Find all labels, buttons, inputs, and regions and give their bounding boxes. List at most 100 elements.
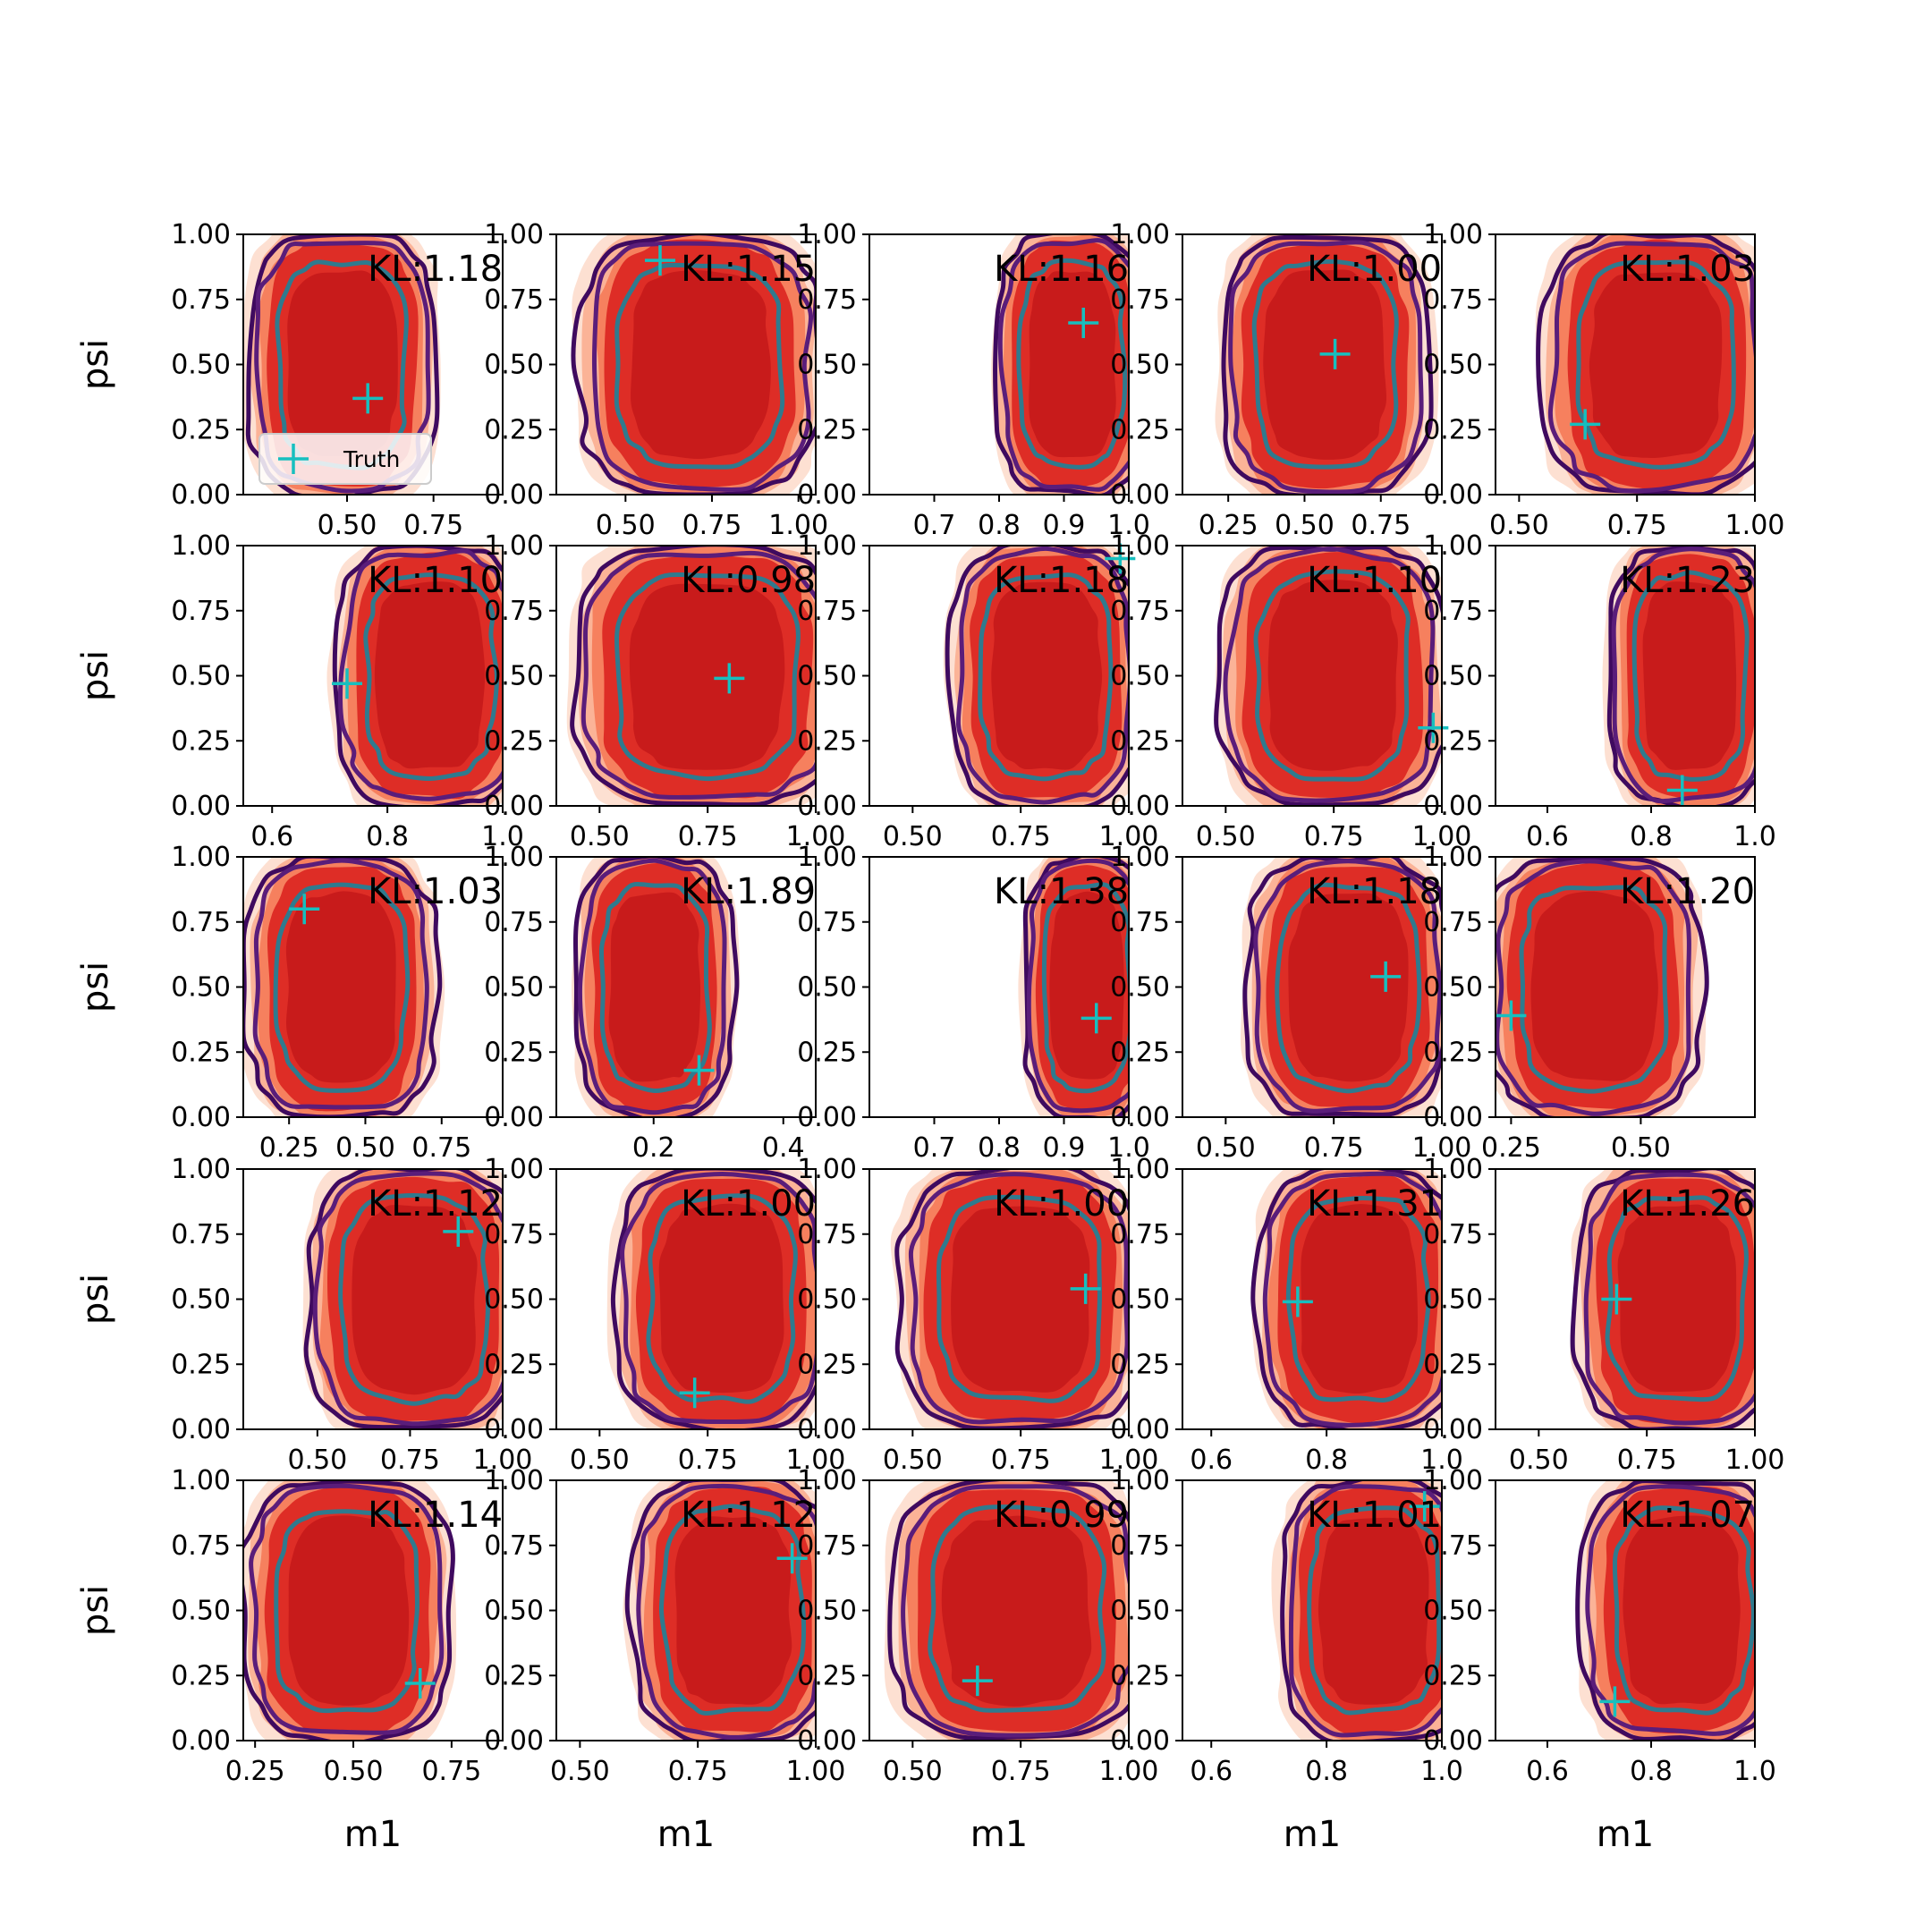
y-tick-label: 0.50 <box>1423 972 1483 1004</box>
x-tick-label: 0.8 <box>1305 1445 1348 1476</box>
contour-line-1 <box>610 1169 816 1429</box>
y-tick-label: 0.25 <box>484 1349 544 1380</box>
y-tick-label: 1.00 <box>484 842 544 873</box>
y-tick-label: 0.75 <box>484 1530 544 1562</box>
subplot-22: 0.00 0.25 0.50 0.75 1.00 0.50 0.75 1.00 KL:1.12 m… <box>484 1465 845 1855</box>
x-tick-label: 0.50 <box>596 510 656 541</box>
y-tick-label: 0.00 <box>484 1725 544 1757</box>
x-tick-label: 1.0 <box>481 821 524 852</box>
kl-annotation: KL:1.00 <box>681 1183 816 1224</box>
contour-area-4 <box>1215 234 1439 495</box>
subplot-24: 0.00 0.25 0.50 0.75 1.00 0.6 0.8 1.0 KL:1.01 m1 <box>1110 1465 1463 1855</box>
subplot-12: 0.00 0.25 0.50 0.75 1.00 0.2 0.4 KL:1.89 <box>484 842 817 1164</box>
x-tick-label: 1.00 <box>786 1445 846 1476</box>
y-tick-label: 1.00 <box>484 1465 544 1496</box>
x-tick-label: 0.75 <box>991 1445 1051 1476</box>
density-fill-level-5 <box>608 892 701 1082</box>
contour-area-25 <box>1575 1480 1755 1741</box>
y-axis-label: psi <box>75 1585 116 1636</box>
density-fill-level-5 <box>374 581 486 769</box>
legend-truth-marker <box>278 444 309 474</box>
contour-line-3 <box>1575 259 1736 470</box>
density-fill-level-5 <box>1530 891 1658 1081</box>
y-tick-label: 0.50 <box>484 972 544 1004</box>
x-tick-label: 0.75 <box>682 510 742 541</box>
kl-annotation: KL:1.07 <box>1620 1495 1755 1536</box>
y-tick-label: 0.50 <box>484 661 544 692</box>
y-tick-label: 1.00 <box>484 530 544 562</box>
y-tick-label: 0.50 <box>171 350 231 381</box>
contour-line-3 <box>658 1504 806 1716</box>
y-tick-label: 1.00 <box>797 1154 857 1185</box>
y-tick-label: 0.25 <box>484 725 544 757</box>
kl-annotation: KL:1.15 <box>681 249 816 290</box>
contour-line-2 <box>252 858 429 1110</box>
y-tick-label: 1.00 <box>1423 1465 1483 1496</box>
subplot-14: 0.00 0.25 0.50 0.75 1.00 0.50 0.75 1.00 KL:1.18 <box>1110 842 1471 1164</box>
contour-line-2 <box>1228 240 1424 495</box>
density-fill-level-5 <box>629 583 785 770</box>
y-tick-label: 0.25 <box>1110 1660 1170 1691</box>
kl-annotation: KL:1.00 <box>1307 249 1442 290</box>
contour-line-1 <box>1496 857 1709 1117</box>
kl-annotation: KL:1.01 <box>1307 1495 1442 1536</box>
y-tick-label: 0.00 <box>1423 1102 1483 1133</box>
x-tick-label: 0.6 <box>1526 821 1569 852</box>
density-fill-level-5 <box>1029 271 1116 458</box>
x-tick-label: 1.0 <box>1420 1756 1463 1787</box>
x-tick-label: 0.25 <box>259 1132 319 1164</box>
subplot-2: 0.00 0.25 0.50 0.75 1.00 0.50 0.75 1.00 KL:1.15 <box>484 219 828 541</box>
y-tick-label: 1.00 <box>171 219 231 250</box>
contour-area-6 <box>326 546 503 806</box>
x-tick-label: 0.7 <box>913 1132 956 1164</box>
y-tick-label: 0.25 <box>1110 725 1170 757</box>
contour-line-1 <box>1606 546 1755 806</box>
x-tick-label: 0.4 <box>762 1132 805 1164</box>
y-tick-label: 0.25 <box>797 725 857 757</box>
contour-line-3 <box>1251 258 1399 470</box>
y-tick-label: 0.00 <box>171 1414 231 1445</box>
contour-line-1 <box>1536 234 1755 495</box>
density-fill-level-5 <box>1623 1515 1741 1705</box>
y-tick-label: 0.25 <box>171 1660 231 1691</box>
y-tick-label: 0.75 <box>171 284 231 316</box>
density-fill-level-5 <box>1301 1204 1419 1394</box>
contour-line-3 <box>1016 258 1128 470</box>
y-tick-label: 1.00 <box>797 219 857 250</box>
x-tick-label: 0.50 <box>1489 510 1549 541</box>
kl-annotation: KL:0.98 <box>681 560 816 601</box>
contour-line-3 <box>1285 1196 1431 1403</box>
contour-line-2 <box>1496 859 1691 1116</box>
x-tick-label: 0.50 <box>883 821 943 852</box>
x-tick-label: 0.8 <box>1630 1756 1673 1787</box>
contour-area-9 <box>1214 546 1442 806</box>
contour-area-8 <box>943 546 1129 806</box>
contour-area-3 <box>991 234 1129 495</box>
contour-line-3 <box>928 1504 1107 1713</box>
x-tick-label: 1.00 <box>1725 1445 1785 1476</box>
y-tick-label: 0.50 <box>1110 661 1170 692</box>
density-fill-level-5 <box>1589 272 1723 459</box>
contour-line-2 <box>997 238 1129 492</box>
x-tick-label: 0.2 <box>632 1132 675 1164</box>
density-fill-level-5 <box>1288 893 1409 1082</box>
y-axis-label: psi <box>75 1274 116 1325</box>
legend-label: Truth <box>343 446 400 472</box>
subplot-21: 0.000.250.500.751.000.25 0.50 0.75KL:1.14p… <box>75 1465 504 1855</box>
x-tick-label: 0.6 <box>1190 1756 1233 1787</box>
x-tick-label: 0.75 <box>1304 821 1364 852</box>
x-tick-label: 0.9 <box>1043 1132 1086 1164</box>
contour-line-2 <box>1288 1484 1442 1738</box>
x-tick-label: 1.00 <box>473 1445 533 1476</box>
y-tick-label: 0.75 <box>1423 1219 1483 1250</box>
contour-line-3 <box>1041 882 1129 1094</box>
y-tick-label: 0.00 <box>1110 791 1170 822</box>
y-tick-label: 0.50 <box>797 661 857 692</box>
y-tick-label: 0.50 <box>484 350 544 381</box>
x-tick-label: 0.50 <box>287 1445 347 1476</box>
kl-annotation: KL:1.18 <box>994 560 1129 601</box>
y-tick-label: 0.75 <box>484 1219 544 1250</box>
truth-marker <box>352 383 384 414</box>
y-tick-label: 0.00 <box>484 1414 544 1445</box>
x-tick-label: 0.75 <box>411 1132 471 1164</box>
